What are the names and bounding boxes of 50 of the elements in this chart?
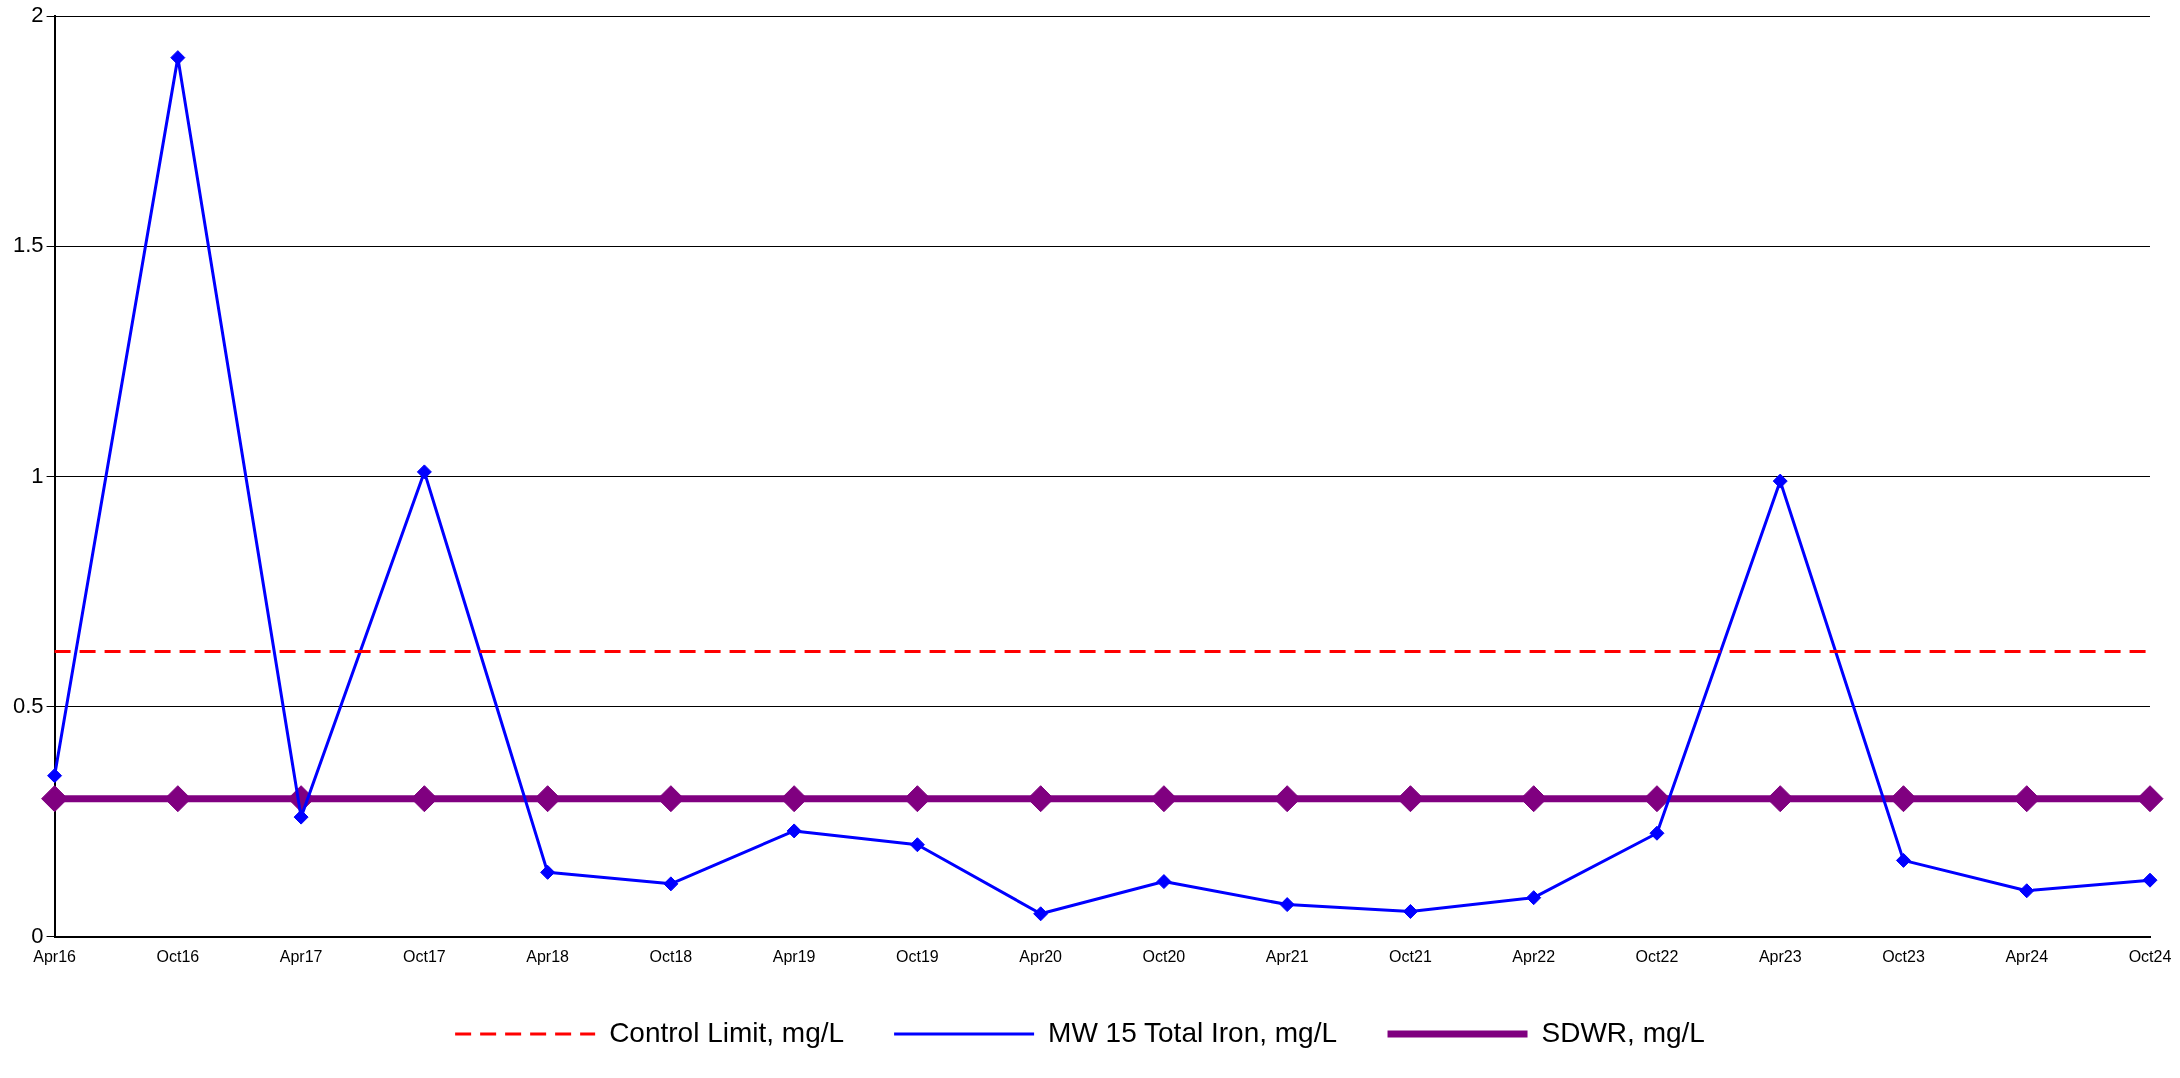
legend-label: SDWR, mg/L: [1541, 1016, 1705, 1048]
point: [1156, 874, 1172, 890]
x-tick-label: Apr19: [772, 947, 816, 965]
x-tick-label: Apr23: [1758, 947, 1802, 965]
x-tick-label: Oct20: [1142, 947, 1186, 965]
point: [1526, 890, 1542, 906]
point: [909, 837, 925, 853]
x-tick-label: Apr18: [526, 947, 570, 965]
point: [1772, 473, 1788, 489]
x-tick-label: Oct22: [1635, 947, 1679, 965]
x-tick-label: Oct23: [1882, 947, 1925, 965]
point: [1033, 906, 1049, 922]
x-tick-label: Oct21: [1389, 947, 1432, 965]
x-tick-label: Apr16: [33, 947, 77, 965]
point: [1402, 903, 1418, 919]
point: [1643, 785, 1671, 813]
point: [293, 809, 309, 825]
point: [657, 785, 685, 813]
point: [540, 864, 556, 880]
x-tick-label: Apr22: [1512, 947, 1556, 965]
point: [1895, 852, 1911, 868]
point: [416, 464, 432, 480]
point: [780, 785, 808, 813]
y-tick-label: 0.5: [12, 692, 44, 718]
legend-label: Control Limit, mg/L: [609, 1016, 845, 1048]
x-tick-label: Apr20: [1019, 947, 1063, 965]
point: [1150, 785, 1178, 813]
y-tick-label: 1: [31, 462, 44, 488]
point: [663, 876, 679, 892]
x-tick-label: Apr24: [2005, 947, 2049, 965]
y-tick-label: 1.5: [12, 232, 44, 258]
point: [1273, 785, 1301, 813]
x-tick-label: Apr21: [1265, 947, 1309, 965]
x-tick-label: Apr17: [279, 947, 323, 965]
x-tick-label: Oct18: [649, 947, 693, 965]
x-tick-label: Oct16: [156, 947, 200, 965]
point: [2136, 785, 2164, 813]
y-tick-label: 0: [31, 922, 44, 948]
x-tick-label: Oct17: [403, 947, 446, 965]
point: [2142, 872, 2158, 888]
point: [164, 785, 192, 813]
point: [1279, 897, 1295, 913]
y-tick-label: 2: [31, 2, 44, 28]
point: [47, 768, 63, 784]
point: [1649, 825, 1665, 841]
x-tick-label: Oct24: [2128, 947, 2172, 965]
legend-label: MW 15 Total Iron, mg/L: [1048, 1016, 1338, 1048]
point: [2019, 883, 2035, 899]
x-tick-label: Oct19: [896, 947, 939, 965]
point: [786, 823, 802, 839]
